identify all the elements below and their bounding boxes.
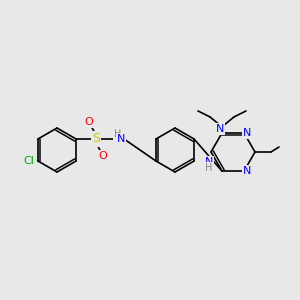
Text: S: S: [92, 133, 100, 146]
Text: O: O: [85, 117, 93, 127]
Text: N: N: [243, 166, 251, 176]
Text: N: N: [205, 157, 213, 167]
Text: H: H: [205, 163, 213, 173]
Text: N: N: [216, 124, 224, 134]
Text: H: H: [114, 129, 122, 139]
Text: Cl: Cl: [23, 156, 34, 166]
Text: O: O: [99, 151, 107, 161]
Text: N: N: [117, 134, 125, 144]
Text: N: N: [243, 128, 251, 138]
